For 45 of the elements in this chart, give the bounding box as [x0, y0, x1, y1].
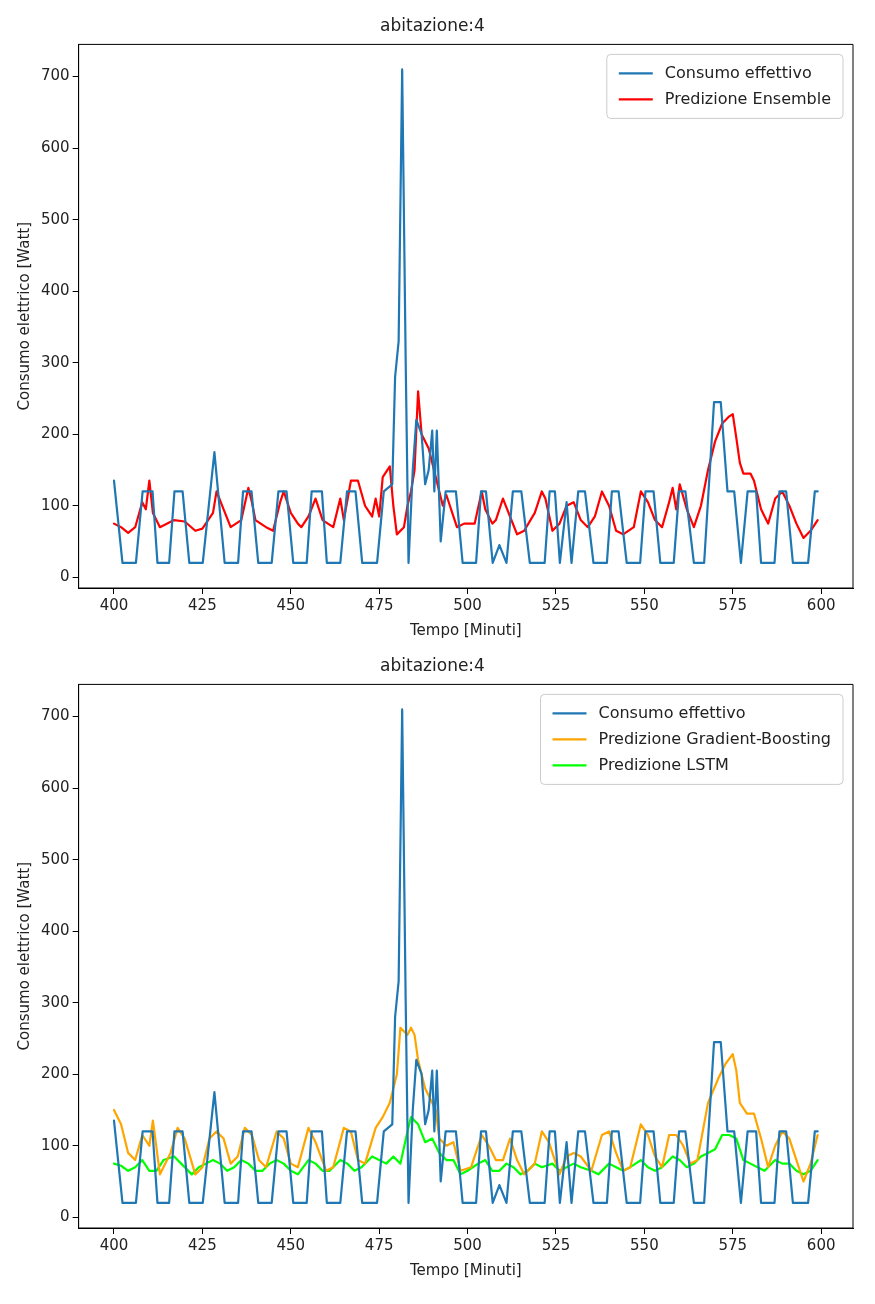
x-tick-label: 425 [188, 1235, 217, 1254]
y-tick-label: 300 [40, 352, 70, 371]
legend-label: Consumo effettivo [664, 62, 812, 82]
legend-label: Predizione Gradient-Boosting [598, 728, 832, 748]
x-tick-label: 475 [364, 595, 394, 614]
x-tick-label: 400 [99, 1235, 129, 1254]
x-tick-label: 600 [806, 595, 836, 614]
y-axis-title: Consumo elettrico [Watt] [14, 221, 33, 411]
legend-label: Consumo effettivo [598, 702, 746, 722]
x-tick-label: 500 [453, 595, 482, 614]
x-tick-label: 550 [630, 1235, 659, 1254]
x-axis-title: Tempo [Minuti] [408, 620, 522, 639]
y-tick-label: 0 [60, 567, 70, 586]
x-axis-title: Tempo [Minuti] [408, 1260, 522, 1279]
x-tick-label: 400 [99, 595, 129, 614]
y-tick-label: 100 [40, 1135, 70, 1154]
x-tick-label: 525 [541, 1235, 571, 1254]
y-tick-label: 400 [40, 921, 70, 940]
x-tick-label: 425 [188, 595, 217, 614]
x-tick-label: 475 [364, 1235, 394, 1254]
y-tick-label: 500 [40, 209, 70, 228]
x-tick-label: 525 [541, 595, 571, 614]
y-tick-label: 600 [40, 778, 70, 796]
x-tick-label: 575 [718, 595, 748, 614]
y-tick-label: 300 [40, 992, 70, 1011]
y-tick-label: 0 [60, 1207, 70, 1226]
chart-title: abitazione:4 [380, 14, 485, 35]
y-tick-label: 600 [40, 138, 70, 156]
y-axis-title: Consumo elettrico [Watt] [14, 861, 33, 1051]
y-tick-label: 200 [40, 424, 70, 443]
legend-label: Predizione Ensemble [664, 88, 831, 108]
x-tick-label: 600 [806, 1235, 836, 1254]
x-tick-label: 575 [718, 1235, 748, 1254]
y-tick-label: 700 [40, 706, 70, 725]
y-tick-label: 400 [40, 281, 70, 300]
y-tick-label: 500 [40, 849, 70, 868]
chart-title: abitazione:4 [380, 654, 485, 675]
x-tick-label: 450 [276, 1235, 306, 1254]
legend-label: Predizione LSTM [598, 754, 729, 774]
y-tick-label: 200 [40, 1064, 70, 1083]
y-tick-label: 100 [40, 495, 70, 514]
x-tick-label: 450 [276, 595, 306, 614]
y-tick-label: 700 [40, 66, 70, 85]
x-tick-label: 500 [453, 1235, 482, 1254]
x-tick-label: 550 [630, 595, 659, 614]
